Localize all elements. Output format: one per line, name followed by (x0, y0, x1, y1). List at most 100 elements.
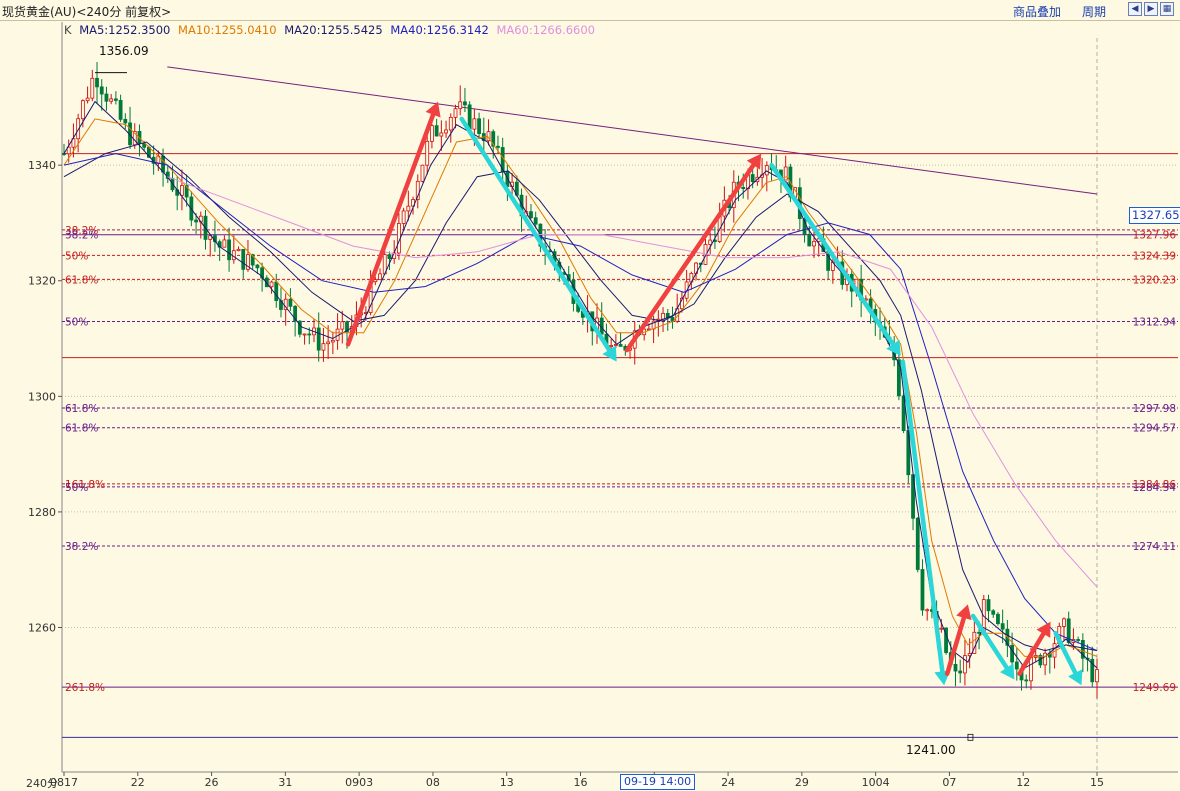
level-price-label: 1294.57 (1133, 423, 1176, 435)
candle-body (533, 217, 538, 225)
x-tick-label: 24 (721, 776, 735, 789)
current-price-badge: 1327.65 (1129, 207, 1180, 224)
title-bar: 现货黄金(AU)<240分 前复权> 商品叠加 周期 ◀ ▶ ▦ (0, 0, 1180, 21)
candle-body (345, 321, 349, 333)
candle-body (906, 430, 911, 476)
candle-body (783, 166, 788, 181)
candle-body (118, 100, 123, 120)
candle-body (208, 235, 213, 240)
candle-body (1095, 669, 1099, 683)
fib-label: 61.8% (65, 274, 98, 286)
split-icon[interactable]: ▦ (1160, 2, 1174, 16)
candle-body (708, 239, 713, 245)
candle-body (321, 343, 326, 351)
x-tick-label: 31 (278, 776, 292, 789)
trend-arrow-head (425, 101, 441, 118)
candle-body (1043, 652, 1048, 666)
x-tick-label: 1004 (862, 776, 890, 789)
fib-label: 61.8% (65, 403, 98, 415)
overlay-button[interactable]: 商品叠加 (1013, 5, 1062, 19)
ma-line-ma5 (63, 100, 1098, 669)
candle-body (425, 140, 430, 166)
ma-line-ma40 (63, 153, 1098, 652)
candle-body (944, 627, 948, 653)
candle-body (109, 98, 114, 102)
x-tick-label: 15 (1090, 776, 1104, 789)
candle-body (764, 165, 769, 176)
candle-body (920, 569, 925, 611)
candle-body (104, 93, 109, 102)
candle-body (972, 631, 977, 654)
ma-line-ma60 (167, 176, 1098, 588)
x-tick-label: 08 (426, 776, 440, 789)
fib-label: 161.8% (65, 479, 105, 491)
y-tick-label: 1340 (28, 159, 56, 172)
ma-legend: K MA5:1252.3500 MA10:1255.0410 MA20:1255… (64, 23, 599, 37)
legend-ma60: MA60:1266.6600 (496, 23, 596, 37)
candle-body (453, 108, 458, 118)
candle-body (463, 101, 467, 106)
arrow-left-icon[interactable]: ◀ (1128, 2, 1142, 16)
period-button[interactable]: 周期 (1082, 5, 1107, 19)
candle-body (1066, 618, 1071, 643)
candle-body (963, 655, 967, 674)
x-tick-label: 0817 (50, 776, 78, 789)
candle-body (340, 321, 345, 330)
candle-body (977, 631, 981, 634)
candle-body (1029, 657, 1033, 682)
candle-body (812, 240, 816, 247)
candle-body (420, 164, 425, 182)
level-price-label: 1284.86 (1133, 479, 1177, 491)
candle-body (430, 125, 434, 142)
candle-body (236, 248, 241, 252)
candle-body (241, 248, 246, 270)
candle-body (915, 517, 920, 570)
legend-ma40: MA40:1256.3142 (390, 23, 489, 37)
candle-body (293, 305, 298, 322)
level-price-label: 1249.69 (1133, 682, 1176, 694)
candle-body (925, 609, 930, 612)
candle-body (184, 185, 189, 198)
fib-label: 50% (65, 317, 88, 329)
candle-body (1076, 639, 1081, 641)
candle-body (95, 77, 99, 88)
candle-body (222, 239, 227, 248)
candle-body (62, 153, 66, 155)
trend-arrow-shaft (1017, 631, 1046, 676)
candle-body (76, 118, 81, 140)
candle-body (269, 281, 274, 288)
candle-body (378, 273, 382, 281)
candle-body (991, 610, 996, 615)
candle-body (618, 344, 623, 347)
candle-body (415, 180, 420, 200)
candle-body (406, 205, 411, 212)
candle-body (467, 104, 472, 130)
level-price-label: 1312.94 (1133, 317, 1177, 329)
candle-body (496, 145, 500, 148)
arrow-right-icon[interactable]: ▶ (1144, 2, 1158, 16)
candle-body (1010, 644, 1014, 663)
trend-arrow-shaft (345, 112, 436, 347)
candle-body (1000, 623, 1005, 630)
chart-title: 现货黄金(AU)<240分 前复权> (2, 5, 172, 19)
candle-body (896, 359, 901, 397)
fib-label: 38.2% (65, 225, 98, 237)
trend-arrow-shaft (624, 162, 756, 353)
candle-body (123, 118, 128, 124)
candle-body (958, 670, 963, 674)
candle-body (99, 86, 104, 95)
x-tick-label: 0903 (345, 776, 373, 789)
x-tick-label: 12 (1016, 776, 1030, 789)
trend-arrow-shaft (459, 116, 612, 353)
candle-body (996, 613, 1000, 625)
candle-body (264, 277, 269, 288)
trend-arrow-head (956, 604, 972, 621)
candle-body (750, 174, 755, 183)
x-tick-label: 07 (942, 776, 956, 789)
legend-ma5: MA5:1252.3500 (79, 23, 171, 37)
x-tick-label: 29 (795, 776, 809, 789)
legend-ma20: MA20:1255.5425 (284, 23, 383, 37)
ma-line-ma20 (63, 141, 1098, 652)
candle-body (529, 211, 533, 219)
